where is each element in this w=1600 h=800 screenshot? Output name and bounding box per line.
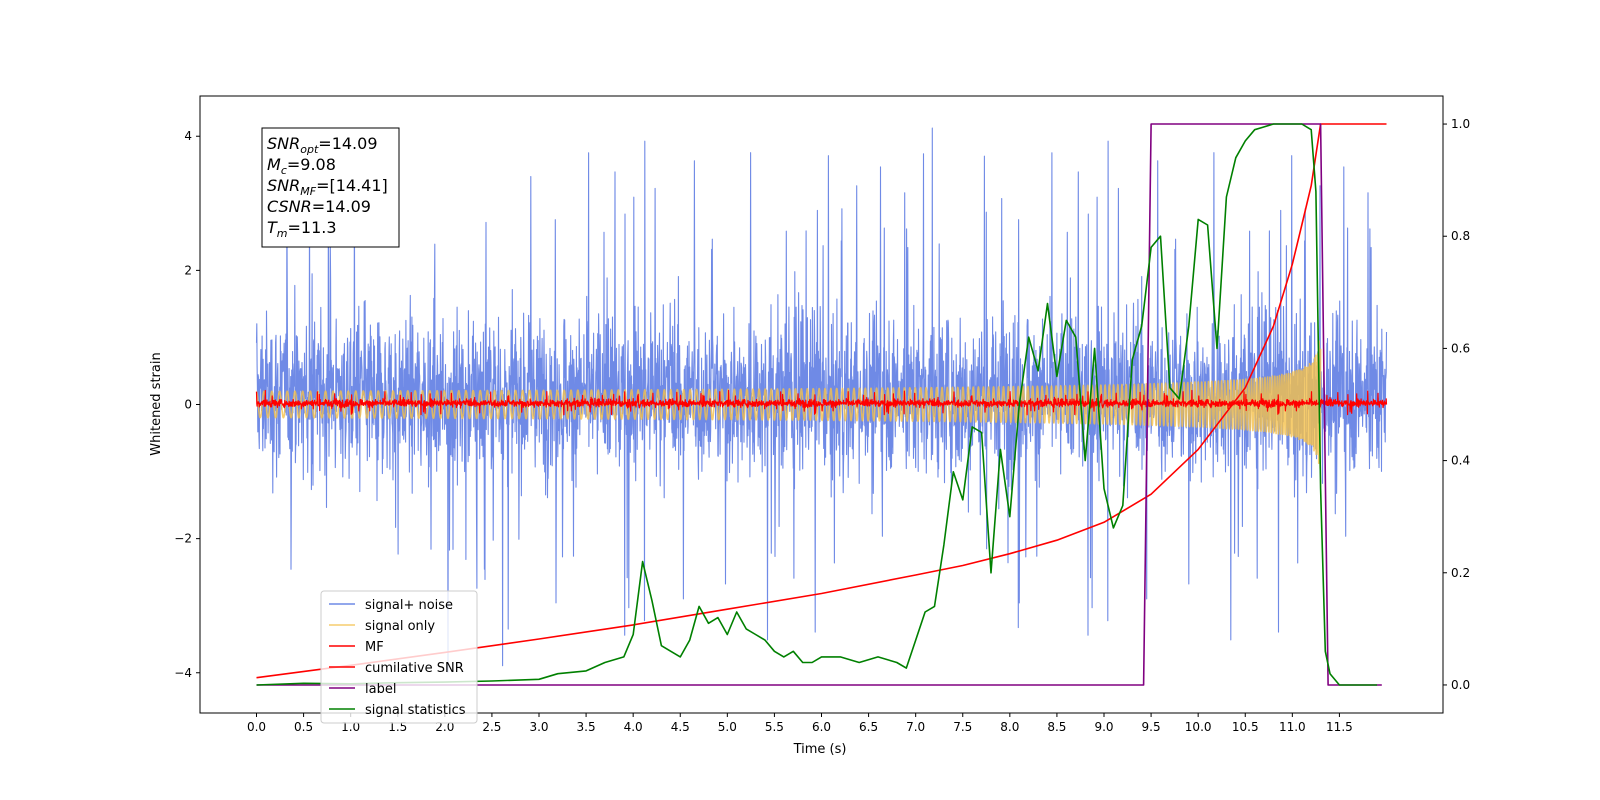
x-tick-label: 6.0 [812,720,831,734]
annotation-value: =[14.41] [316,176,388,195]
annotation-value: =14.09 [312,197,371,216]
x-tick-label: 5.0 [718,720,737,734]
x-tick-label: 6.5 [859,720,878,734]
x-tick-label: 8.5 [1047,720,1066,734]
series-signal-noise [255,127,1388,673]
y-tick-label: 4 [184,129,192,143]
x-tick-label: 3.5 [577,720,596,734]
x-tick-label: 0.0 [247,720,266,734]
x-tick-label: 5.5 [765,720,784,734]
legend-label: label [365,682,396,697]
series-mf [255,389,1388,416]
x-tick-label: 10.0 [1185,720,1212,734]
annotation-symbol: SNR [267,176,300,195]
y-tick-label: 0 [184,398,192,412]
x-axis-label: Time (s) [793,742,847,757]
annotation-line: CSNR=14.09 [267,197,371,216]
y2-tick-label: 0.6 [1451,341,1470,355]
annotation-symbol: SNR [267,134,300,153]
y-tick-label: −4 [174,666,192,680]
y2-tick-label: 0.2 [1451,566,1470,580]
x-tick-label: 7.5 [953,720,972,734]
x-tick-label: 2.5 [482,720,501,734]
x-tick-label: 4.5 [671,720,690,734]
x-tick-label: 7.0 [906,720,925,734]
legend: signal+ noise signal only MF cumilative SNR… [320,590,478,724]
legend-label: signal+ noise [365,598,453,613]
annotation-value: =14.09 [318,134,377,153]
x-tick-label: 8.0 [1000,720,1019,734]
series-layer [255,123,1388,686]
annotation-line: SNRMF=[14.41] [267,176,388,198]
x-tick-label: 10.5 [1232,720,1259,734]
x-tick-label: 0.5 [294,720,313,734]
annotation-line: SNRopt=14.09 [267,134,378,156]
x-tick-label: 9.5 [1142,720,1161,734]
annotation-subscript: c [281,164,287,177]
y2-tick-label: 1.0 [1451,117,1470,131]
stats-annotation-box: SNRopt=14.09Mc=9.08SNRMF=[14.41]CSNR=14.… [261,127,400,248]
legend-frame [320,590,478,724]
annotation-symbol: T [267,218,278,237]
y2-tick-label: 0.0 [1451,678,1470,692]
annotation-frame [261,127,400,248]
x-tick-label: 11.0 [1279,720,1306,734]
annotation-line: Tm=11.3 [267,218,337,240]
y-axis-label: Whitened strain [149,352,164,455]
annotation-subscript: m [277,227,288,240]
annotation-line: Mc=9.08 [267,155,336,177]
legend-label: cumilative SNR [365,661,464,676]
annotation-value: =9.08 [287,155,336,174]
y-tick-label: 2 [184,263,192,277]
y2-tick-label: 0.4 [1451,454,1470,468]
legend-label: MF [365,640,384,655]
series-cumilative-snr [256,123,1387,679]
annotation-symbol: M [267,155,281,174]
annotation-symbol: CSNR [267,197,312,216]
series-signal-statistics [256,123,1378,686]
annotation-subscript: MF [300,185,316,198]
y-tick-label: −2 [174,532,192,546]
legend-label: signal only [365,619,435,634]
series-label [256,123,1382,686]
x-tick-label: 4.0 [624,720,643,734]
y-axis-right: 1.0 0.8 0.6 0.4 0.2 0.0 [1443,117,1470,692]
x-tick-label: 3.0 [529,720,548,734]
x-tick-label: 9.0 [1094,720,1113,734]
annotation-value: =11.3 [288,218,337,237]
x-tick-label: 11.5 [1326,720,1353,734]
y2-tick-label: 0.8 [1451,229,1470,243]
legend-label: signal statistics [365,703,466,718]
annotation-subscript: opt [300,143,319,156]
y-axis-left: 4 2 0 −2 −4 [174,129,200,680]
